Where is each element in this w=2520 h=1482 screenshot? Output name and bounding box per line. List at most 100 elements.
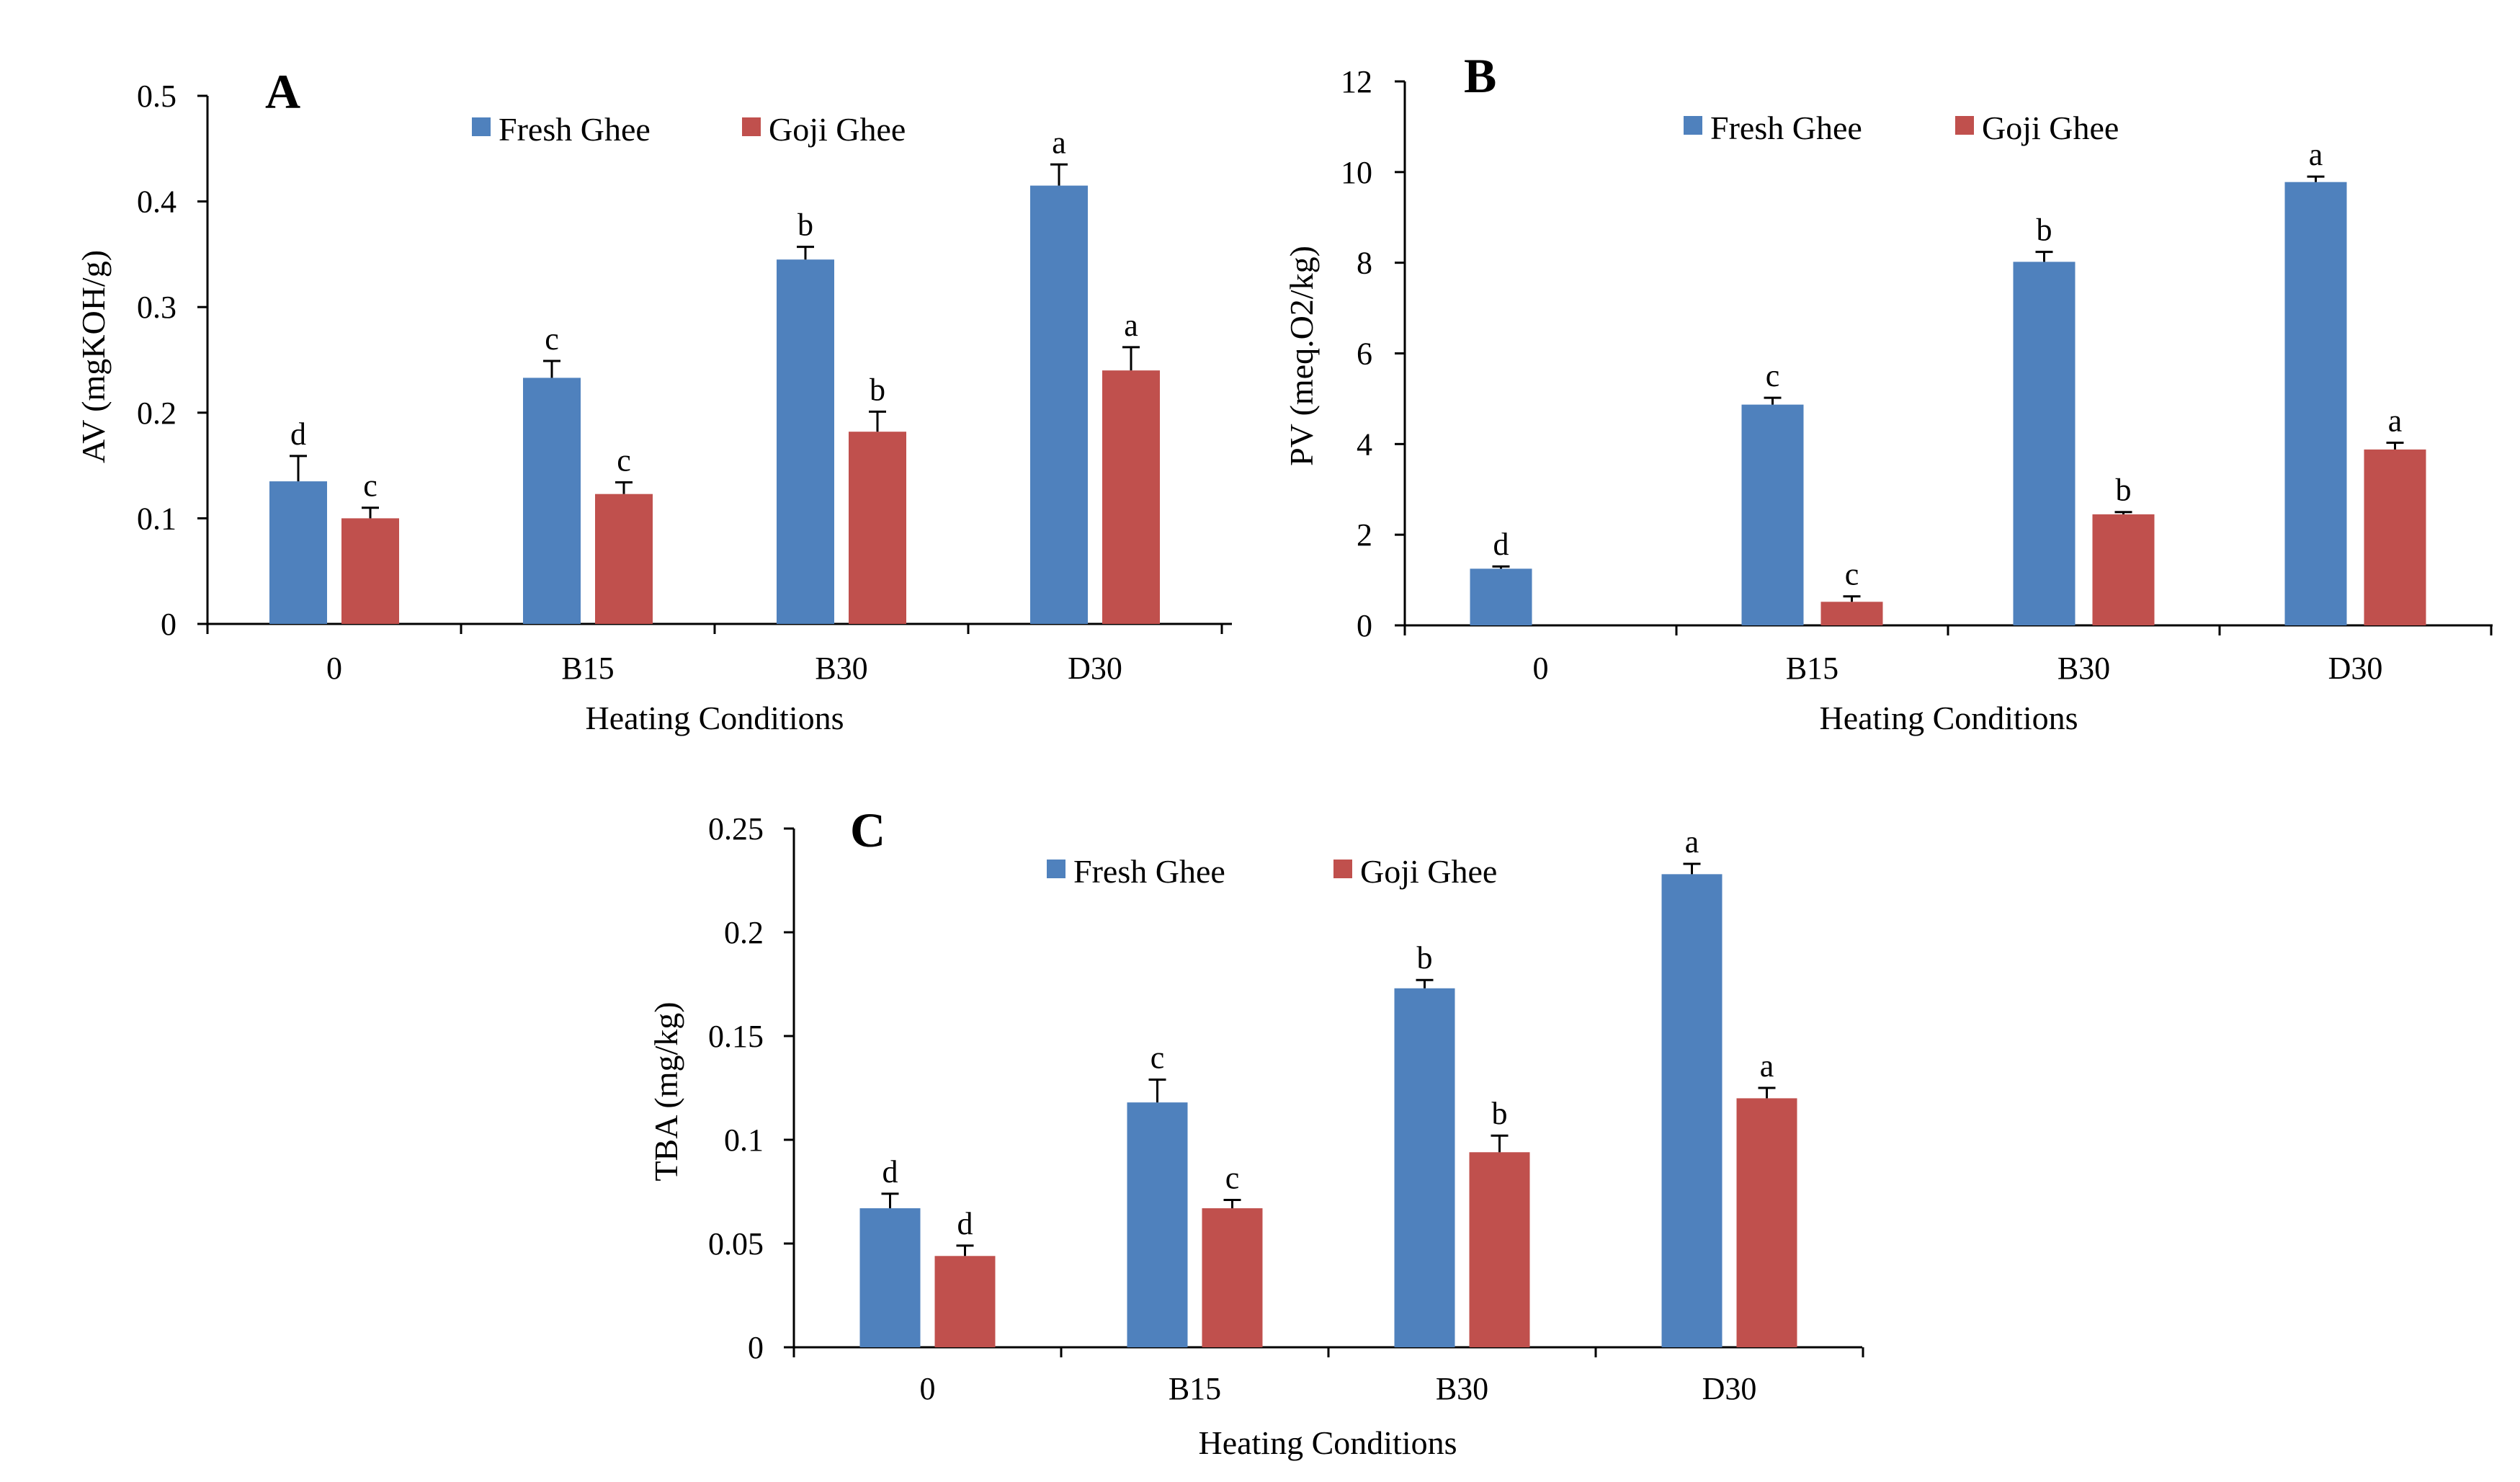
panel-c-significance-letter: d — [883, 1154, 898, 1189]
panel-c-legend-label-fresh-ghee: Fresh Ghee — [1073, 853, 1225, 890]
panel-c-significance-letter: b — [1492, 1096, 1508, 1131]
panel-b-x-tick-label: D30 — [2328, 651, 2383, 686]
panel-a-significance-letter: a — [1052, 125, 1066, 160]
panel-a-y-tick-label: 0.2 — [137, 396, 177, 431]
panel-a-x-tick-label: B30 — [815, 651, 867, 686]
panel-c-significance-letter: a — [1685, 824, 1699, 860]
panel-a-bar-fresh-ghee — [1030, 185, 1088, 624]
panel-c-bar-fresh-ghee — [1394, 988, 1455, 1347]
panel-a-y-tick-label: 0.5 — [137, 79, 177, 114]
panel-c-significance-letter: d — [957, 1206, 973, 1241]
panel-c-x-tick-label: D30 — [1702, 1371, 1757, 1406]
panel-b-legend-label-goji-ghee: Goji Ghee — [1982, 110, 2119, 146]
panel-a-bar-goji-ghee — [341, 518, 399, 624]
panel-b-significance-letter: b — [2037, 213, 2052, 248]
panel-a-significance-letter: c — [363, 468, 377, 504]
panel-a-bar-goji-ghee — [1102, 370, 1160, 624]
panel-c-y-tick-label: 0.25 — [708, 811, 764, 847]
panel-b-y-tick-label: 4 — [1357, 427, 1372, 462]
panel-c-y-tick-label: 0 — [748, 1330, 764, 1365]
panel-b-y-tick-label: 12 — [1341, 64, 1372, 99]
panel-c-legend-swatch-goji-ghee — [1333, 860, 1352, 878]
panel-b-bar-goji-ghee — [2364, 449, 2426, 625]
panel-b-y-tick-label: 10 — [1341, 155, 1372, 190]
panel-c-y-tick-label: 0.15 — [708, 1019, 764, 1054]
panel-c-y-tick-label: 0.2 — [724, 915, 764, 950]
panel-b-bar-fresh-ghee — [1470, 568, 1532, 625]
panel-a-y-tick-label: 0.1 — [137, 501, 177, 536]
panel-a-bar-goji-ghee — [849, 432, 906, 624]
panel-a-significance-letter: b — [870, 372, 885, 407]
panel-a-y-tick-label: 0.4 — [137, 184, 177, 220]
panel-b-bar-goji-ghee — [2092, 514, 2155, 625]
panel-label-a: A — [265, 64, 300, 119]
panel-a-significance-letter: c — [545, 321, 559, 357]
panel-c-y-axis-title: TBA (mg/kg) — [648, 1001, 684, 1181]
panel-c-bar-fresh-ghee — [859, 1208, 921, 1347]
panel-b-x-tick-label: B30 — [2057, 651, 2110, 686]
panel-a-x-tick-label: 0 — [326, 651, 342, 686]
panel-a-y-tick-label: 0 — [161, 607, 177, 642]
panel-a-significance-letter: a — [1124, 308, 1138, 343]
panel-c-bar-goji-ghee — [1736, 1098, 1797, 1347]
panel-c-bar-fresh-ghee — [1661, 874, 1723, 1347]
panel-b-y-axis-title: PV (meq.O2/kg) — [1283, 246, 1320, 466]
panel-c-bar-goji-ghee — [1469, 1152, 1530, 1347]
panel-b-y-tick-label: 6 — [1357, 336, 1372, 372]
panel-a-significance-letter: c — [617, 443, 631, 478]
panel-c-x-axis-title: Heating Conditions — [1198, 1424, 1457, 1461]
panel-c-bar-goji-ghee — [934, 1256, 996, 1347]
panel-b-significance-letter: d — [1493, 527, 1509, 562]
panel-b-bar-fresh-ghee — [1741, 404, 1804, 625]
panel-a-bar-fresh-ghee — [777, 259, 834, 624]
panel-a-x-axis-title: Heating Conditions — [585, 700, 844, 736]
panel-a-legend-swatch-fresh-ghee — [472, 117, 491, 136]
panel-b-y-tick-label: 8 — [1357, 246, 1372, 281]
panel-c-significance-letter: c — [1225, 1161, 1240, 1196]
panel-c-significance-letter: c — [1150, 1040, 1165, 1075]
panel-b-legend: Fresh Ghee Goji Ghee — [1684, 110, 2119, 146]
panel-c-legend-swatch-fresh-ghee — [1047, 860, 1065, 878]
panel-c-significance-letter: b — [1417, 940, 1433, 976]
panel-b-bar-goji-ghee — [1820, 602, 1883, 625]
panel-a-significance-letter: d — [290, 416, 306, 452]
panel-b-chart: B PV (meq.O2/kg) Heating Conditions Fres… — [1283, 48, 2493, 736]
panel-c-x-tick-label: B30 — [1436, 1371, 1488, 1406]
panel-a-bar-goji-ghee — [595, 494, 653, 624]
panel-a-bar-fresh-ghee — [523, 378, 581, 624]
panel-b-significance-letter: c — [1766, 358, 1780, 393]
panel-c-bar-fresh-ghee — [1127, 1102, 1188, 1347]
panel-a-significance-letter: b — [797, 207, 813, 243]
panel-c-legend-label-goji-ghee: Goji Ghee — [1360, 853, 1497, 890]
panel-c-legend: Fresh Ghee Goji Ghee — [1047, 853, 1497, 890]
panel-c-x-tick-label: B15 — [1169, 1371, 1221, 1406]
panel-a-legend-swatch-goji-ghee — [742, 117, 761, 136]
panel-a-y-tick-label: 0.3 — [137, 290, 177, 325]
panel-c-significance-letter: a — [1760, 1048, 1774, 1084]
panel-b-legend-swatch-goji-ghee — [1955, 116, 1974, 135]
panel-a-legend: Fresh Ghee Goji Ghee — [472, 111, 906, 148]
panel-a-legend-label-fresh-ghee: Fresh Ghee — [499, 111, 651, 148]
panel-label-b: B — [1464, 48, 1496, 103]
panel-b-significance-letter: b — [2116, 473, 2132, 508]
panel-a-x-tick-label: D30 — [1068, 651, 1122, 686]
panel-a-bar-fresh-ghee — [269, 481, 327, 624]
panel-c-x-tick-label: 0 — [920, 1371, 936, 1406]
panel-c-y-tick-label: 0.1 — [724, 1122, 764, 1158]
panel-a-chart: A AV (mgKOH/g) Heating Conditions Fresh … — [75, 64, 1232, 736]
panel-b-significance-letter: a — [2309, 137, 2323, 172]
panel-b-y-tick-label: 0 — [1357, 608, 1372, 643]
panel-b-x-tick-label: 0 — [1533, 651, 1549, 686]
panel-label-c: C — [850, 803, 885, 857]
panel-c-y-tick-label: 0.05 — [708, 1226, 764, 1262]
panel-b-significance-letter: a — [2388, 403, 2403, 438]
panel-b-bar-fresh-ghee — [2284, 182, 2347, 626]
panel-a-legend-label-goji-ghee: Goji Ghee — [769, 111, 906, 148]
panel-b-y-tick-label: 2 — [1357, 517, 1372, 553]
panel-b-legend-swatch-fresh-ghee — [1684, 116, 1702, 135]
panel-b-x-axis-title: Heating Conditions — [1819, 700, 2078, 736]
panel-a-x-tick-label: B15 — [561, 651, 614, 686]
panel-b-bar-fresh-ghee — [2013, 262, 2076, 625]
panel-c-bar-goji-ghee — [1202, 1208, 1263, 1347]
